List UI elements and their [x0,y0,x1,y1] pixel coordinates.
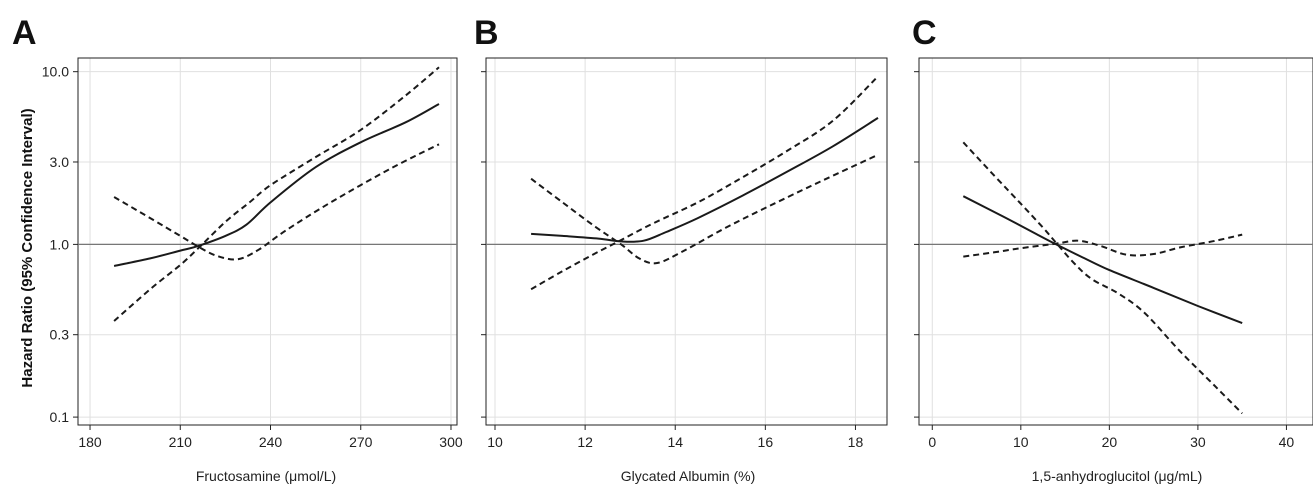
ci-bound-line-a-2 [113,66,440,322]
y-tick-label: 3.0 [50,154,70,170]
hazard-ratio-line-c [962,195,1243,325]
y-tick-label: 0.1 [50,409,70,425]
plot-frame-a [77,57,458,426]
hazard-ratio-line-a [113,103,440,267]
ci-bound-line-b-2 [530,75,879,291]
plot-frame-c [918,57,1313,426]
x-tick-label: 270 [349,434,373,450]
panel-a: A Fructosamine (μmol/L) 180 210 240 270 300 0… [12,14,463,484]
panel-letter-a: A [12,14,37,52]
panel-letter-b: B [474,14,499,52]
x-tick-label: 18 [848,434,864,450]
x-tick-label: 10 [487,434,503,450]
x-tick-label: 0 [928,434,936,450]
x-tick-label: 10 [1013,434,1029,450]
x-axis-title-c: 1,5-anhydroglucitol (μg/mL) [1032,468,1203,484]
x-tick-label: 300 [439,434,463,450]
x-tick-label: 40 [1279,434,1295,450]
x-axis-title-b: Glycated Albumin (%) [621,468,756,484]
hazard-ratio-line-b [531,117,879,243]
y-tick-label: 10.0 [42,64,69,80]
ci-bound-line-b-1 [530,153,879,265]
y-axis-title: Hazard Ratio (95% Confidence Interval) [19,108,36,387]
x-tick-label: 30 [1190,434,1206,450]
panel-b: B Glycated Albumin (%) 10 12 14 16 18 [474,14,888,484]
y-tick-label: 1.0 [50,236,70,252]
grid-b [486,58,887,425]
x-tick-label: 12 [577,434,593,450]
ci-bound-line-c-1 [962,141,1243,415]
plot-frame-b [485,57,888,426]
x-tick-label: 180 [78,434,102,450]
x-axis-title-a: Fructosamine (μmol/L) [196,468,336,484]
ci-bound-line-c-2 [963,233,1243,258]
grid-c [919,58,1313,425]
grid-a [78,58,457,425]
panel-c: C 1,5-anhydroglucitol (μg/mL) 0 10 20 30 40 [912,14,1313,484]
x-tick-label: 240 [259,434,283,450]
x-tick-label: 210 [169,434,193,450]
x-tick-label: 16 [758,434,774,450]
x-tick-label: 20 [1102,434,1118,450]
ci-bound-line-a-1 [113,143,440,261]
panel-letter-c: C [912,14,937,52]
x-tick-label: 14 [667,434,683,450]
y-tick-label: 0.3 [50,327,70,343]
